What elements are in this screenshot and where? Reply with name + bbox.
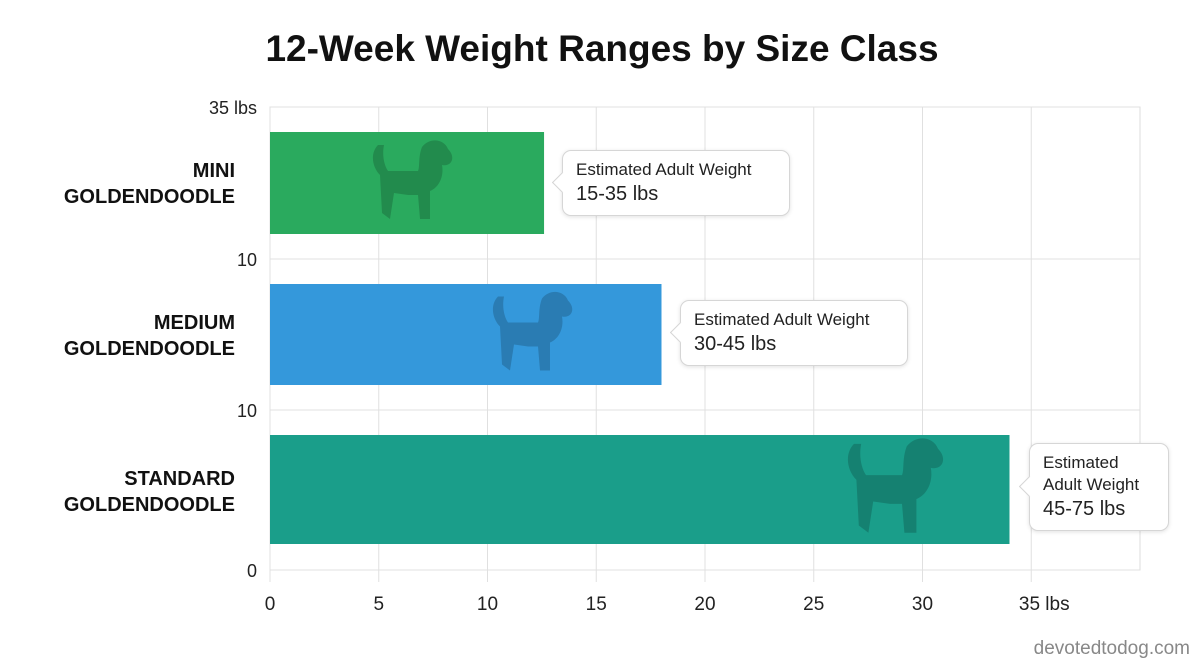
- category-label-mini: MINI GOLDENDOODLE: [63, 160, 235, 208]
- chart-title: 12-Week Weight Ranges by Size Class: [265, 28, 939, 69]
- dog-silhouette-icon: [847, 438, 944, 533]
- callout-mini: Estimated Adult Weight 15-35 lbs: [562, 150, 790, 216]
- callout-value: 30-45 lbs: [694, 333, 777, 355]
- callout-medium: Estimated Adult Weight 30-45 lbs: [680, 300, 908, 366]
- bar-medium: [270, 284, 662, 385]
- x-tick-label: 10: [477, 594, 498, 615]
- bar-mini: [270, 132, 545, 234]
- callout-value: 15-35 lbs: [576, 183, 659, 205]
- y-tick-label: 10: [237, 250, 257, 270]
- callout-standard: Estimated Adult Weight 45-75 lbs: [1029, 443, 1169, 531]
- y-tick-label: 0: [247, 561, 257, 581]
- x-tick-label: 0: [265, 594, 276, 615]
- x-tick-label: 20: [694, 594, 715, 615]
- category-label-medium: MEDIUM GOLDENDOODLE: [63, 312, 235, 360]
- callout-label: Estimated Adult Weight: [1043, 453, 1140, 494]
- x-tick-label: 25: [803, 594, 824, 615]
- callout-label: Estimated Adult Weight: [694, 310, 870, 329]
- y-tick-label: 10: [237, 401, 257, 421]
- x-tick-label: 35 lbs: [1019, 594, 1070, 615]
- category-label-standard: STANDARD GOLDENDOODLE: [63, 468, 235, 516]
- dog-silhouette-icon: [492, 291, 573, 371]
- x-tick-label: 15: [586, 594, 607, 615]
- callout-value: 45-75 lbs: [1043, 498, 1126, 520]
- x-tick-label: 5: [373, 594, 384, 615]
- watermark: devotedtodog.com: [1033, 638, 1190, 659]
- dog-silhouette-icon: [372, 140, 453, 219]
- x-tick-label: 30: [912, 594, 933, 615]
- callout-label: Estimated Adult Weight: [576, 160, 752, 179]
- y-tick-label: 35 lbs: [209, 98, 257, 118]
- bar-standard: [270, 435, 1010, 544]
